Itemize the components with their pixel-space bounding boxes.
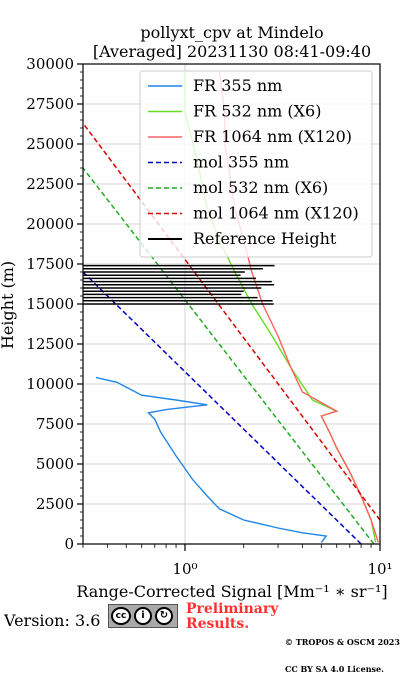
y-axis-label: Height (m) xyxy=(0,261,17,349)
copyright-notice: © TROPOS & OSCM 2023. CC BY SA 4.0 Licen… xyxy=(285,620,400,683)
y-tick-label: 5000 xyxy=(36,455,74,473)
preliminary-line-2: Results. xyxy=(186,616,250,632)
preliminary-notice: Preliminary Results. xyxy=(186,602,278,632)
legend-label: FR 355 nm xyxy=(193,76,282,95)
legend-label: mol 1064 nm (X120) xyxy=(193,204,359,223)
x-axis: 10⁰ 10¹ xyxy=(82,544,393,578)
chart: pollyxt_cpv at Mindelo [Averaged] 202311… xyxy=(0,23,393,601)
cc-icon: cc xyxy=(111,607,131,625)
chart-title: pollyxt_cpv at Mindelo xyxy=(140,23,323,42)
y-tick-label: 30000 xyxy=(26,55,74,73)
y-axis: 0 2500 5000 7500 10000 12500 15000 17500 20000 22… xyxy=(26,55,83,553)
x-axis-label: Range-Corrected Signal [Mm⁻¹ ∗ sr⁻¹] xyxy=(76,582,387,601)
series-line-mol-355-nm xyxy=(83,271,362,544)
series-line-mol-532-nm-x6- xyxy=(83,167,375,544)
legend-label: mol 532 nm (X6) xyxy=(193,178,328,197)
series-line-fr-355-nm xyxy=(95,376,328,543)
by-icon: i xyxy=(134,607,152,625)
creative-commons-by-sa-icon: cc i ↻ xyxy=(108,604,178,628)
copyright-line-2: CC BY SA 4.0 License. xyxy=(285,664,384,674)
copyright-line-1: © TROPOS & OSCM 2023. xyxy=(285,637,400,647)
y-tick-label: 0 xyxy=(64,535,74,553)
chart-subtitle: [Averaged] 20231130 08:41-09:40 xyxy=(93,42,371,61)
series-line-mol-1064-nm-x120- xyxy=(83,122,380,521)
y-tick-label: 7500 xyxy=(36,415,74,433)
sa-icon: ↻ xyxy=(155,607,173,625)
legend-label: mol 355 nm xyxy=(193,153,289,172)
legend-label: Reference Height xyxy=(193,229,337,248)
y-tick-label: 15000 xyxy=(26,295,74,313)
x-tick-label: 10¹ xyxy=(367,560,392,578)
y-tick-label: 2500 xyxy=(36,495,74,513)
y-tick-label: 17500 xyxy=(26,255,74,273)
preliminary-line-1: Preliminary xyxy=(186,601,279,617)
y-tick-label: 22500 xyxy=(26,175,74,193)
legend-box xyxy=(139,70,373,258)
series-group xyxy=(83,71,380,544)
legend-label: FR 1064 nm (X120) xyxy=(193,127,352,146)
y-tick-label: 27500 xyxy=(26,95,74,113)
y-tick-label: 20000 xyxy=(26,215,74,233)
y-tick-label: 25000 xyxy=(26,135,74,153)
x-tick-label: 10⁰ xyxy=(172,560,197,578)
legend-label: FR 532 nm (X6) xyxy=(193,102,321,121)
version-label: Version: 3.6 xyxy=(4,611,101,630)
y-tick-label: 12500 xyxy=(26,335,74,353)
legend: FR 355 nm FR 532 nm (X6) FR 1064 nm (X120)… xyxy=(139,70,373,258)
y-tick-label: 10000 xyxy=(26,375,74,393)
